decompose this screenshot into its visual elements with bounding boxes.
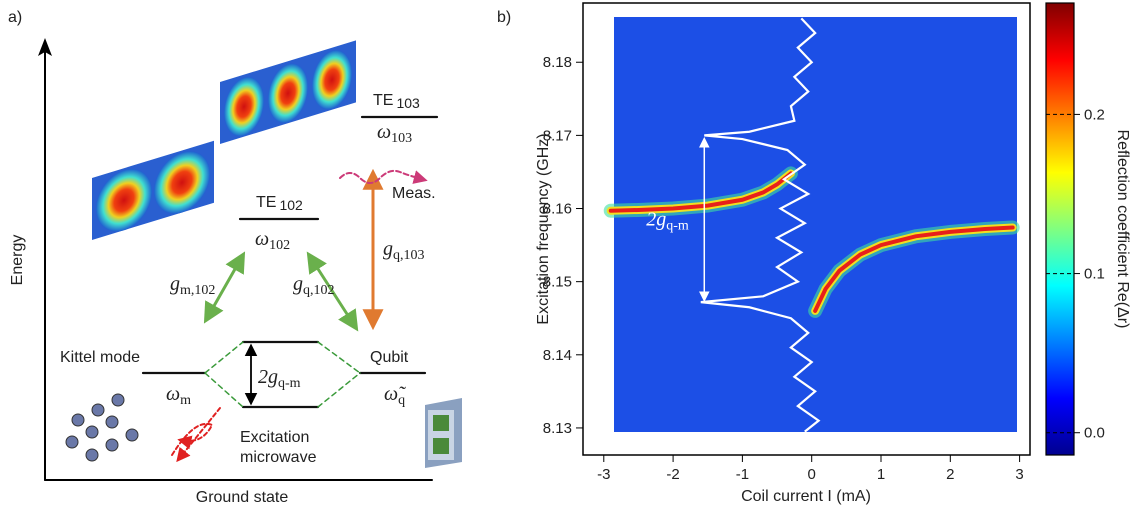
text-line: microwave [240,449,317,466]
ground-label: Ground state [196,489,289,506]
symbol: g [170,273,180,295]
subscript: q,102 [303,283,335,298]
symbol: TE [373,92,393,109]
x-tick-label: -1 [736,466,749,483]
symbol: TE [256,194,276,211]
mode-image [92,140,214,240]
level-label: ω103 [377,121,412,146]
text-line: Excitation [240,429,309,446]
panel-label: b) [497,9,511,26]
hybridization [204,341,361,408]
meas-label: Meas. [392,185,436,202]
x-tick-label: 2 [946,466,954,483]
subscript: 102 [269,238,290,253]
level-label: TE 102 [256,194,303,213]
subscript: 103 [396,95,420,111]
y-tick-label: 8.13 [543,420,572,437]
x-axis-label: Coil current I (mA) [741,488,871,505]
level-label: ω102 [255,228,290,253]
level-label: ωm [166,383,191,408]
coupling-label: gq,102 [293,273,335,298]
panel-label: a) [8,9,22,26]
symbol: g [293,273,303,295]
x-tick-label: -3 [597,466,610,483]
y-tick-label: 8.17 [543,127,572,144]
y-tick-label: 8.14 [543,347,572,364]
x-tick-label: 1 [877,466,885,483]
colorbar-tick-label: 0.1 [1084,266,1105,283]
mode-label: Kittel mode [60,349,140,366]
arrowhead [38,38,52,56]
symbol: g [383,238,393,260]
plot-frame [582,2,1031,456]
x-tick-label: 3 [1015,466,1023,483]
splitting-label: 2gq-m [258,366,301,391]
axis-label: Energy [9,235,26,286]
symbol: ω [255,228,269,250]
subscript: q-m [666,218,689,233]
symbol: ω [166,383,180,405]
diagram: Energy Ground state Kittel mode Qubit Me… [9,38,462,506]
y-tick-label: 8.18 [543,54,572,71]
subscript: m,102 [180,283,215,298]
colorbar-tick-label: 0.2 [1084,106,1105,123]
subscript: m [180,393,191,408]
x-tick-label: -2 [666,466,679,483]
symbol: 2g [646,208,666,230]
subscript: q,103 [393,248,425,263]
y-tick-label: 8.15 [543,274,572,291]
subscript: q-m [278,376,301,391]
mode-image [220,40,356,144]
spins [65,393,139,462]
heatmap [614,17,1017,432]
coupling-arrow [203,251,246,324]
resonance [813,225,1015,313]
coupling-label: gq,103 [383,238,425,263]
mode-label: Qubit [370,349,409,366]
qubit-chip [425,398,462,468]
microwave [172,407,221,460]
coupling-label: gm,102 [170,273,215,298]
x-tick-label: 0 [808,466,816,483]
spectrum-trace [700,17,821,433]
resonance [608,171,793,213]
colorbar [1045,2,1075,456]
level-label: ω̃q [384,383,406,408]
subscript: 103 [391,131,412,146]
level-label: TE 103 [373,92,420,111]
symbol: 2g [258,366,278,388]
y-tick-label: 8.16 [543,201,572,218]
plot: 2gq-m -3 -2 -1 0 1 2 3 8.13 8.14 8.15 8.16 8.17 8.18 0… [543,2,1105,483]
y-axis-label: Excitation frequency (GHz) [535,133,552,324]
levels [141,115,439,409]
colorbar-tick-label: 0.0 [1084,425,1105,442]
excitation-label: Excitation microwave [240,429,317,466]
coupling-arrow [306,251,359,332]
readout-wave [339,169,428,184]
annotation: 2gq-m [646,208,689,233]
symbol: ω [377,121,391,143]
subscript: 102 [279,197,303,213]
colorbar-label: Reflection coefficient Re(Δr) [1114,130,1131,329]
subscript: q [398,393,405,408]
